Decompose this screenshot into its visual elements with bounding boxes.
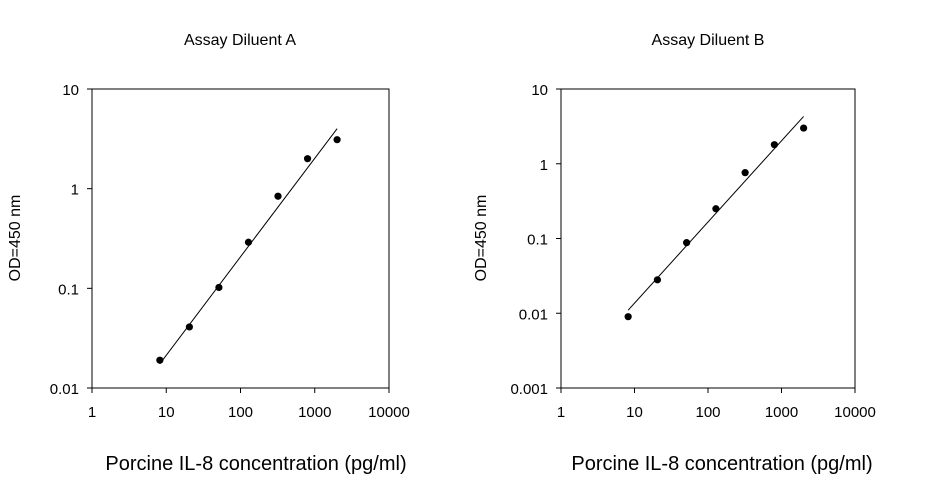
x-axis-label: Porcine IL-8 concentration (pg/ml) [105, 453, 406, 475]
y-tick-label: 1 [71, 182, 79, 199]
data-point [800, 124, 808, 132]
y-tick-label: 10 [531, 82, 548, 99]
chart-panel-a: Assay Diluent A OD=450 nm Porcine IL-8 c… [7, 32, 410, 475]
x-tick-label: 1 [557, 404, 565, 421]
x-tick-label: 100 [695, 404, 720, 421]
x-tick-label: 10000 [368, 404, 410, 421]
x-tick-label: 10 [626, 404, 643, 421]
chart-title: Assay Diluent B [652, 32, 765, 49]
y-tick-label: 0.1 [58, 281, 79, 298]
data-point [333, 136, 341, 144]
y-tick-label: 1 [540, 157, 548, 174]
data-point [185, 323, 193, 331]
chart-panel-b: Assay Diluent B OD=450 nm Porcine IL-8 c… [473, 32, 876, 475]
data-point [274, 192, 282, 200]
x-tick-label: 1 [88, 404, 96, 421]
x-tick-label: 1000 [298, 404, 331, 421]
y-tick-label: 0.1 [527, 232, 548, 249]
data-point [770, 141, 778, 149]
y-axis-label: OD=450 nm [473, 195, 490, 282]
data-point [156, 356, 164, 364]
data-point [712, 205, 720, 213]
x-axis-label: Porcine IL-8 concentration (pg/ml) [571, 453, 872, 475]
x-tick-label: 10000 [834, 404, 876, 421]
y-axis-label: OD=450 nm [7, 195, 24, 282]
data-point [303, 155, 312, 163]
y-tick-label: 0.001 [510, 381, 548, 398]
plot-frame [560, 88, 856, 389]
data-point [215, 283, 223, 292]
plot-frame [91, 88, 390, 389]
y-tick-label: 10 [62, 82, 79, 99]
y-tick-label: 0.01 [50, 381, 79, 398]
data-point [683, 239, 691, 247]
x-tick-label: 100 [228, 404, 253, 421]
data-point [624, 313, 632, 321]
data-point [244, 238, 253, 246]
x-tick-label: 10 [158, 404, 175, 421]
data-point [653, 276, 662, 284]
y-tick-label: 0.01 [519, 306, 548, 323]
data-point [741, 169, 749, 177]
chart-title: Assay Diluent A [184, 32, 296, 49]
x-tick-label: 1000 [765, 404, 798, 421]
